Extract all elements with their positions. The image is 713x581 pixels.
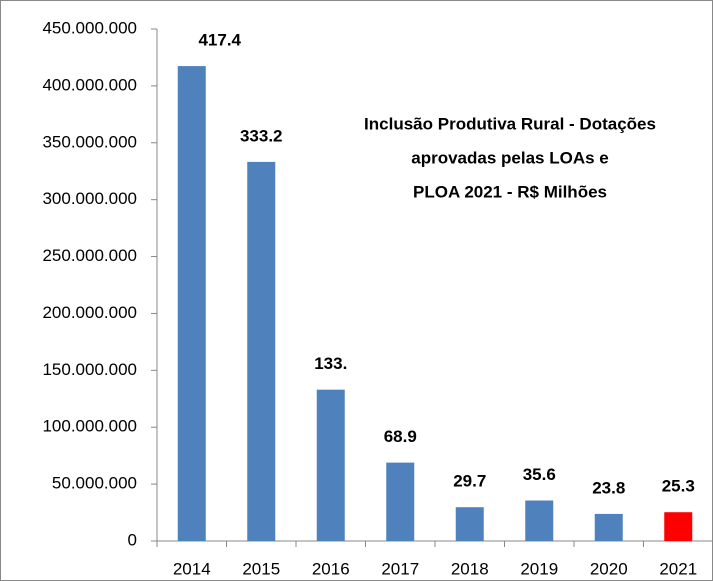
- bar: [455, 507, 484, 541]
- data-label: 29.7: [453, 472, 486, 491]
- x-tick-label: 2021: [659, 559, 697, 578]
- data-label: 333.2: [240, 126, 283, 145]
- x-tick-label: 2015: [242, 559, 280, 578]
- bar: [177, 66, 206, 541]
- bar: [386, 462, 415, 541]
- x-tick-label: 2019: [520, 559, 558, 578]
- chart-title: Inclusão Produtiva Rural - Dotações: [364, 114, 656, 133]
- bar: [594, 513, 623, 541]
- x-tick-label: 2014: [173, 559, 211, 578]
- x-tick-label: 2018: [451, 559, 489, 578]
- chart-title: PLOA 2021 - R$ Milhões: [413, 182, 607, 201]
- bar: [525, 500, 554, 541]
- y-tick-label: 250.000.000: [42, 246, 137, 265]
- data-label: 68.9: [384, 427, 417, 446]
- data-label: 25.3: [662, 477, 695, 496]
- x-tick-label: 2017: [381, 559, 419, 578]
- y-tick-label: 100.000.000: [42, 417, 137, 436]
- bar: [247, 161, 276, 541]
- x-tick-label: 2020: [590, 559, 628, 578]
- x-tick-label: 2016: [312, 559, 350, 578]
- y-tick-label: 150.000.000: [42, 360, 137, 379]
- y-tick-label: 300.000.000: [42, 189, 137, 208]
- y-tick-label: 200.000.000: [42, 303, 137, 322]
- y-tick-label: 0: [128, 530, 137, 549]
- y-tick-label: 450.000.000: [42, 18, 137, 37]
- data-label: 35.6: [523, 465, 556, 484]
- y-tick-label: 350.000.000: [42, 132, 137, 151]
- data-label: 417.4: [198, 31, 241, 50]
- chart-title: aprovadas pelas LOAs e: [411, 148, 608, 167]
- data-label: 23.8: [592, 478, 625, 497]
- y-tick-label: 50.000.000: [52, 474, 137, 493]
- y-tick-label: 400.000.000: [42, 75, 137, 94]
- bar: [316, 389, 345, 541]
- bar: [664, 512, 693, 541]
- data-label: 133.: [314, 354, 347, 373]
